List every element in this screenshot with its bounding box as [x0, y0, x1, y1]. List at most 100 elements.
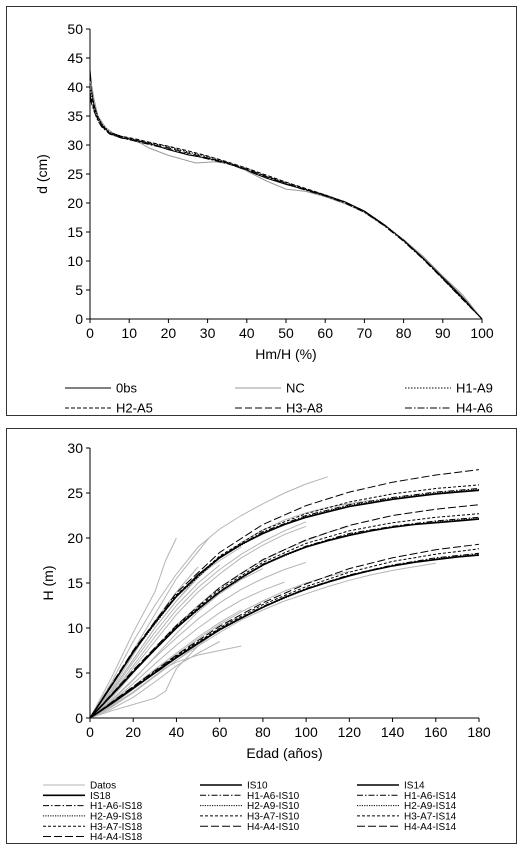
x-tick-label: 20: [161, 325, 177, 341]
y-tick-label: 30: [67, 440, 83, 456]
legend-entry-0bs: 0bs: [65, 381, 137, 396]
series-line-is10: [89, 554, 480, 719]
x-tick-label: 120: [338, 724, 362, 740]
legend-label: 0bs: [116, 381, 137, 396]
series-line-h3-a7-is14: [89, 513, 480, 719]
legend-entry-h2-a9-is14: H2-A9-IS14: [357, 801, 457, 812]
y-tick-label: 20: [67, 530, 83, 546]
legend-label: H3-A7-IS14: [404, 812, 457, 823]
x-tick-label: 100: [470, 325, 494, 341]
legend-label: IS18: [90, 791, 111, 802]
legend-label: H4-A4-IS10: [247, 822, 300, 833]
x-tick-label: 90: [435, 325, 451, 341]
legend-label: IS14: [404, 781, 425, 792]
y-tick-label: 10: [67, 253, 83, 269]
data-line: [89, 581, 285, 719]
legend-entry-h1-a6-is10: H1-A6-IS10: [200, 791, 300, 802]
data-line: [89, 645, 242, 719]
legend-entry-h4-a4-is10: H4-A4-IS10: [200, 822, 300, 833]
y-tick-label: 25: [67, 166, 83, 182]
legend-entry-h3-a7-is14: H3-A7-IS14: [357, 812, 457, 823]
legend-label: H1-A6-IS10: [247, 791, 300, 802]
x-axis-label: Hm/H (%): [255, 346, 316, 362]
data-line: [89, 537, 177, 719]
legend-label: H3-A7-IS18: [90, 822, 143, 833]
legend-label: H4-A4-IS14: [404, 822, 457, 833]
series-line-h3-a7-is10: [89, 548, 480, 719]
series-line-is14: [89, 518, 480, 719]
x-tick-label: 100: [294, 724, 318, 740]
legend-label: IS10: [247, 781, 268, 792]
series-line-nc: [89, 81, 483, 320]
series-line-h1-a6-is14: [89, 516, 480, 719]
taper-chart: 0 10 20 30 40 50 60 70 80 90 100 0 5 10 15 20 25 30 35 40 45…: [34, 21, 494, 416]
y-axis-label: H (m): [40, 566, 56, 601]
legend-label: H1-A9: [456, 381, 493, 396]
series-line-h4-a4-is18: [89, 469, 480, 719]
y-tick-label: 15: [67, 575, 83, 591]
y-tick-label: 15: [67, 224, 83, 240]
x-tick-label: 180: [467, 724, 491, 740]
legend-entry-h3-a7-is18: H3-A7-IS18: [43, 822, 143, 833]
series-line-h1-a9: [89, 86, 483, 320]
y-tick-label: 5: [75, 282, 83, 298]
series-line-h1-a6-is10: [89, 552, 480, 719]
legend-label: H2-A9-IS18: [90, 812, 143, 823]
legend-label: H3-A7-IS10: [247, 812, 300, 823]
data-line: [89, 566, 199, 719]
legend-entry-datos: Datos: [43, 781, 116, 792]
legend-label: H1-A6-IS14: [404, 791, 457, 802]
legend-entry-h2-a5: H2-A5: [65, 401, 153, 416]
legend-label: H4-A4-IS18: [90, 832, 143, 843]
x-tick-label: 60: [317, 325, 333, 341]
x-tick-label: 30: [200, 325, 216, 341]
height-growth-chart: 0 20 40 60 80 100 120 140 160 180 0 5 10 15 20 25 30 Edad…: [40, 440, 491, 843]
x-tick-label: 40: [169, 724, 185, 740]
x-tick-label: 50: [278, 325, 294, 341]
legend-entry-nc: NC: [235, 381, 305, 396]
y-axis-label: d (cm): [34, 154, 50, 194]
series-line-h4-a4-is14: [89, 504, 480, 719]
legend-entry-h3-a8: H3-A8: [235, 401, 323, 416]
legend-entry-is10: IS10: [200, 781, 268, 792]
x-tick-label: 80: [255, 724, 271, 740]
legend-entry-h1-a6-is14: H1-A6-IS14: [357, 791, 457, 802]
legend-label: H4-A6: [456, 401, 493, 415]
series-line-h1-a6-is18: [89, 488, 480, 719]
y-tick-label: 5: [75, 665, 83, 681]
y-tick-label: 20: [67, 195, 83, 211]
y-tick-label: 30: [67, 137, 83, 153]
data-line: [89, 568, 264, 719]
x-tick-label: 0: [86, 724, 94, 740]
y-tick-label: 35: [67, 108, 83, 124]
data-line: [89, 564, 221, 719]
legend-entry-is18: IS18: [43, 791, 111, 802]
series-line-0bs: [89, 69, 483, 320]
y-tick-label: 40: [67, 79, 83, 95]
x-tick-label: 0: [86, 325, 94, 341]
series-line-h4-a6: [89, 98, 483, 320]
y-tick-label: 0: [75, 710, 83, 726]
top-chart-panel: 0 10 20 30 40 50 60 70 80 90 100 0 5 10 15 20 25 30 35 40 45…: [6, 6, 517, 416]
y-tick-label: 50: [67, 21, 83, 37]
legend-label: H2-A9-IS10: [247, 801, 300, 812]
legend-entry-h1-a6-is18: H1-A6-IS18: [43, 801, 143, 812]
x-tick-label: 20: [125, 724, 141, 740]
series-line-h3-a7-is18: [89, 484, 480, 719]
series-line-h2-a9-is10: [89, 553, 480, 719]
y-tick-label: 45: [67, 50, 83, 66]
x-tick-label: 10: [121, 325, 137, 341]
bottom-chart-panel: 0 20 40 60 80 100 120 140 160 180 0 5 10 15 20 25 30 Edad…: [6, 428, 517, 844]
x-tick-label: 40: [239, 325, 255, 341]
legend-entry-h4-a4-is18: H4-A4-IS18: [43, 832, 143, 843]
series-line-h2-a5: [89, 92, 483, 320]
x-tick-label: 80: [396, 325, 412, 341]
x-axis-label: Edad (años): [246, 745, 322, 761]
series-line-h4-a4-is10: [89, 543, 480, 719]
y-tick-label: 25: [67, 485, 83, 501]
x-tick-label: 60: [212, 724, 228, 740]
legend-label: NC: [286, 381, 305, 396]
legend-entry-h1-a9: H1-A9: [405, 381, 493, 396]
data-line: [89, 521, 307, 719]
data-line: [89, 476, 328, 719]
